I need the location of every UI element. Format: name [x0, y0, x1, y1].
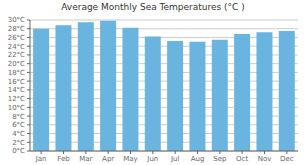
svg-text:14°C: 14°C: [8, 86, 25, 94]
svg-text:6°C: 6°C: [12, 121, 25, 129]
svg-text:Jul: Jul: [170, 155, 180, 163]
svg-text:Aug: Aug: [191, 155, 205, 163]
svg-text:22°C: 22°C: [8, 51, 25, 59]
svg-text:Dec: Dec: [280, 155, 294, 163]
svg-text:May: May: [123, 155, 137, 163]
svg-text:26°C: 26°C: [8, 34, 25, 42]
svg-text:20°C: 20°C: [8, 60, 25, 68]
svg-text:Jun: Jun: [146, 155, 158, 163]
svg-text:10°C: 10°C: [8, 104, 25, 112]
svg-text:Sep: Sep: [213, 155, 227, 163]
svg-text:28°C: 28°C: [8, 25, 25, 33]
svg-text:4°C: 4°C: [12, 130, 25, 138]
html-text:Average Monthly Sea Temperatur: Average Monthly Sea Temperatures (°C ): [61, 2, 245, 12]
svg-text:Mar: Mar: [79, 155, 92, 163]
svg-text:Nov: Nov: [258, 155, 272, 163]
svg-text:8°C: 8°C: [12, 113, 25, 121]
svg-text:24°C: 24°C: [8, 43, 25, 51]
svg-text:30°C: 30°C: [8, 16, 25, 24]
svg-text:Oct: Oct: [236, 155, 248, 163]
svg-text:16°C: 16°C: [8, 78, 25, 86]
svg-text:Jan: Jan: [35, 155, 47, 163]
svg-text:18°C: 18°C: [8, 69, 25, 77]
svg-text:2°C: 2°C: [12, 139, 25, 147]
svg-text:12°C: 12°C: [8, 95, 25, 103]
svg-text:Feb: Feb: [57, 155, 70, 163]
svg-text:0°C: 0°C: [12, 147, 25, 155]
svg-text:Apr: Apr: [102, 155, 114, 163]
